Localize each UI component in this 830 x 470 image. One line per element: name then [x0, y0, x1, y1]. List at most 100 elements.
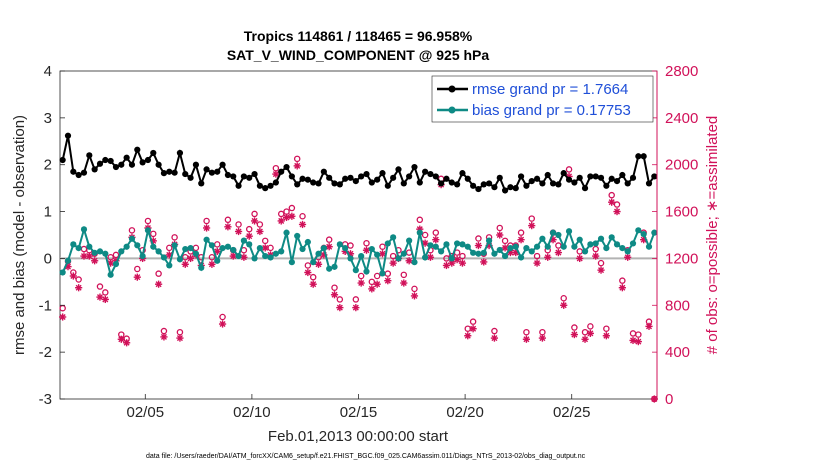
bias-point	[427, 242, 434, 249]
assimilated-obs-marker	[314, 260, 323, 268]
rmse-point	[565, 176, 573, 183]
rmse-point	[102, 156, 109, 164]
y-tick-label: 4	[44, 63, 52, 80]
rmse-point	[587, 173, 594, 180]
bias-point	[411, 259, 418, 266]
rmse-point	[251, 170, 258, 178]
assimilated-obs-marker	[597, 266, 605, 274]
rmse-point	[331, 180, 338, 187]
rmse-point	[560, 170, 567, 177]
rmse-point	[288, 173, 295, 180]
rmse-point	[352, 178, 359, 185]
bias-point	[304, 238, 311, 246]
rmse-point	[278, 168, 285, 175]
possible-obs-marker	[309, 273, 317, 281]
rmse-point	[411, 163, 418, 171]
rmse-point	[406, 173, 413, 180]
assimilated-obs-marker	[496, 231, 504, 239]
rmse-point	[187, 174, 194, 181]
bias-point	[454, 240, 461, 247]
rmse-point	[400, 180, 407, 187]
rmse-point	[299, 175, 306, 182]
rmse-point	[326, 174, 333, 181]
assimilated-obs-marker	[304, 268, 312, 277]
assimilated-obs-marker	[389, 259, 397, 267]
rmse-point	[624, 180, 631, 187]
bias-point	[102, 250, 109, 257]
bias-point	[203, 236, 210, 243]
bias-point	[112, 260, 120, 268]
assimilated-obs-marker	[330, 291, 339, 299]
rmse-point	[150, 149, 157, 157]
assimilated-obs-marker	[464, 332, 472, 340]
bias-point	[571, 243, 578, 250]
rmse-point	[107, 157, 114, 165]
assimilated-obs-marker	[517, 236, 525, 244]
rmse-point	[86, 152, 93, 159]
bias-point	[443, 241, 450, 248]
bias-point	[272, 250, 279, 257]
rmse-point	[267, 182, 274, 189]
rmse-point	[304, 176, 311, 183]
rmse-point	[176, 149, 184, 157]
possible-obs-marker	[203, 217, 210, 225]
bias-point	[470, 249, 477, 256]
bias-point	[118, 248, 125, 255]
assimilated-obs-marker	[592, 252, 600, 260]
rmse-point	[422, 168, 429, 175]
bias-point	[278, 248, 285, 255]
possible-obs-marker	[379, 243, 386, 250]
y-axis-label-left: rmse and bias (model - observation)	[11, 115, 28, 355]
rmse-point	[368, 179, 375, 186]
possible-obs-marker	[208, 254, 216, 261]
bias-point	[326, 265, 333, 272]
bias-point	[347, 255, 354, 262]
possible-obs-marker	[261, 237, 269, 245]
bias-point	[208, 242, 216, 249]
assimilated-obs-marker	[528, 222, 536, 230]
rmse-point	[619, 171, 626, 179]
assimilated-obs-marker	[645, 322, 653, 330]
assimilated-obs-marker	[453, 256, 461, 264]
rmse-point	[507, 184, 514, 191]
rmse-point	[512, 185, 519, 192]
assimilated-obs-marker	[458, 259, 467, 267]
assimilated-obs-marker	[384, 277, 392, 285]
bias-point	[331, 263, 338, 270]
bias-point	[198, 264, 205, 271]
bias-point	[485, 237, 493, 244]
rmse-point	[336, 181, 343, 188]
bias-point	[246, 241, 253, 248]
possible-obs-marker	[533, 252, 541, 260]
rmse-point	[219, 161, 226, 168]
rmse-point	[240, 173, 247, 180]
bias-point	[107, 271, 114, 278]
possible-obs-marker	[523, 328, 530, 336]
possible-obs-marker	[565, 166, 573, 173]
bias-point	[560, 243, 567, 250]
legend-rmse-label: rmse grand pr = 1.7664	[472, 81, 628, 98]
possible-obs-marker	[155, 270, 162, 277]
assimilated-obs-marker	[554, 248, 562, 257]
bias-point	[128, 235, 136, 242]
possible-obs-marker	[528, 215, 535, 222]
rmse-point	[416, 179, 423, 186]
rmse-point	[432, 173, 439, 180]
rmse-point	[517, 173, 525, 180]
rmse-point	[224, 171, 232, 179]
bias-point	[224, 243, 232, 250]
assimilated-obs-marker	[91, 257, 99, 265]
possible-obs-marker	[501, 237, 509, 245]
bias-point	[230, 246, 237, 254]
bias-point	[240, 237, 247, 244]
rmse-point	[208, 169, 216, 176]
bias-point	[59, 269, 66, 276]
bias-point	[374, 251, 381, 258]
possible-obs-marker	[96, 283, 104, 290]
assimilated-obs-marker	[186, 254, 195, 263]
assimilated-obs-marker	[570, 330, 578, 339]
possible-obs-marker	[603, 325, 610, 332]
assimilated-obs-marker	[208, 260, 216, 268]
assimilated-obs-marker	[362, 246, 371, 254]
